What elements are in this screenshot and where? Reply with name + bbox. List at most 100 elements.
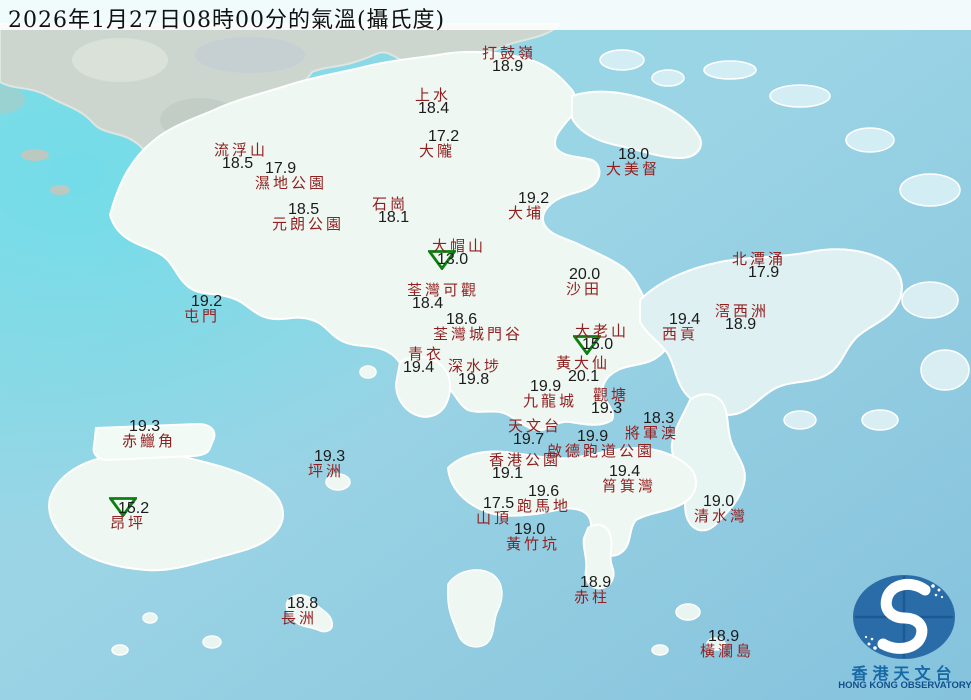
station-value: 15.2 [118,500,150,517]
station-name: 上水 [415,86,452,104]
station-name: 北潭涌 [732,250,787,268]
station-label: 北潭涌 17.9 [732,250,787,281]
station-value: 17.2 [428,128,460,145]
station-name: 荃灣可觀 [407,281,480,299]
station-label: 觀塘 19.3 [591,386,630,417]
station-name: 元朗公園 [272,215,345,233]
station-name: 青衣 [408,345,445,363]
station-name: 深水埗 [448,357,503,375]
station-label: 大老山 15.0 [571,324,629,356]
station-name: 大美督 [606,160,661,178]
station-label: 流浮山 18.5 [214,141,269,172]
southern-islands [111,603,726,656]
cheung-chau-island [285,594,334,633]
station-name: 筲箕灣 [602,477,657,495]
lamma-island [446,569,503,648]
station-value: 18.6 [446,311,478,328]
station-label: 大帽山 13.0 [426,239,486,271]
station-label: 19.9 九龍城 [523,378,577,409]
station-label: 19.4 西貢 [662,311,701,343]
station-label: 天文台 19.7 [508,417,563,448]
station-label: 打鼓嶺 18.9 [482,44,537,75]
station-name: 大埔 [508,204,545,222]
station-label: 18.9 赤柱 [574,575,611,606]
low-temp-marker-icon [571,335,603,358]
station-value: 18.5 [288,201,320,218]
station-name: 荃灣城門谷 [433,325,524,343]
station-name: 將軍澳 [625,424,680,442]
hko-logo-name-english: HONG KONG OBSERVATORY [838,680,971,691]
low-temp-marker-icon [426,250,458,273]
station-value: 19.4 [403,359,435,376]
station-name: 天文台 [508,417,563,435]
station-label: 青衣 19.4 [403,345,445,376]
station-name: 跑馬地 [517,497,572,515]
station-name: 啟德跑道公園 [547,442,656,460]
hko-logo: 香港天文台 HONG KONG OBSERVATORY [838,572,971,696]
station-name: 坪洲 [308,462,345,480]
station-name: 大隴 [419,142,456,160]
station-label: 黃大仙 20.1 [556,356,610,385]
station-value: 15.0 [582,336,614,353]
station-value: 19.9 [577,428,609,445]
station-name: 沙田 [566,280,603,298]
station-label: 19.9 啟德跑道公園 [547,428,656,460]
station-value: 19.4 [609,463,641,480]
station-value: 18.5 [222,155,254,172]
station-name: 清水灣 [694,507,749,525]
station-value: 19.9 [530,378,562,395]
station-label: 18.9 橫瀾島 [700,628,755,660]
station-name: 石崗 [372,195,409,213]
station-value: 18.1 [378,209,410,226]
page-title: 2026年1月27日08時00分的氣溫(攝氏度) [8,8,446,33]
station-name: 橫瀾島 [700,642,755,660]
low-temp-marker-icon [107,497,139,520]
station-label: 18.0 大美督 [606,147,661,178]
station-name: 屯門 [184,307,221,325]
station-value: 18.4 [412,295,444,312]
station-label: 20.0 沙田 [566,266,603,298]
mirs-bay-islands [599,49,961,207]
peng-chau-island [325,473,351,491]
station-label: 19.0 黃竹坑 [506,522,561,553]
station-value: 19.2 [191,293,223,310]
station-name: 打鼓嶺 [482,44,537,62]
station-label: 15.2 昂坪 [107,497,150,532]
station-label: 19.2 大埔 [508,191,549,222]
stanley-peninsula [582,523,615,590]
station-name: 滘西洲 [715,302,770,320]
station-value: 18.9 [708,628,740,645]
station-value: 17.9 [748,264,780,281]
station-value: 20.1 [568,368,600,385]
station-name: 昂坪 [110,514,147,532]
station-label: 荃灣可觀 18.4 [407,281,480,312]
station-label: 香港公園 19.1 [489,453,561,482]
station-name: 長洲 [281,609,318,627]
station-label: 上水 18.4 [415,86,452,117]
station-name: 黃竹坑 [506,535,561,553]
airport-island [92,422,216,462]
station-label: 19.3 赤鱲角 [122,419,176,449]
station-value: 19.4 [669,311,701,328]
ma-wan-island [359,365,377,379]
station-label: 19.3 坪洲 [308,449,345,480]
station-value: 18.4 [418,100,450,117]
station-label: 深水埗 19.8 [448,357,503,388]
station-label: 17.9 濕地公園 [255,161,327,191]
station-label: 滘西洲 18.9 [715,302,770,333]
tsing-yi-island [394,356,452,418]
station-name: 觀塘 [593,386,630,404]
sai-kung-landmass [639,248,903,416]
station-value: 20.0 [569,266,601,283]
station-value: 19.6 [528,483,560,500]
station-name: 西貢 [662,325,699,343]
station-value: 19.8 [458,371,490,388]
station-label: 18.5 元朗公園 [272,201,345,233]
station-value: 13.0 [437,251,469,268]
station-label: 19.4 筲箕灣 [602,463,657,495]
station-name: 赤柱 [574,588,611,606]
hong-kong-island [446,446,698,557]
station-name: 流浮山 [214,141,269,159]
